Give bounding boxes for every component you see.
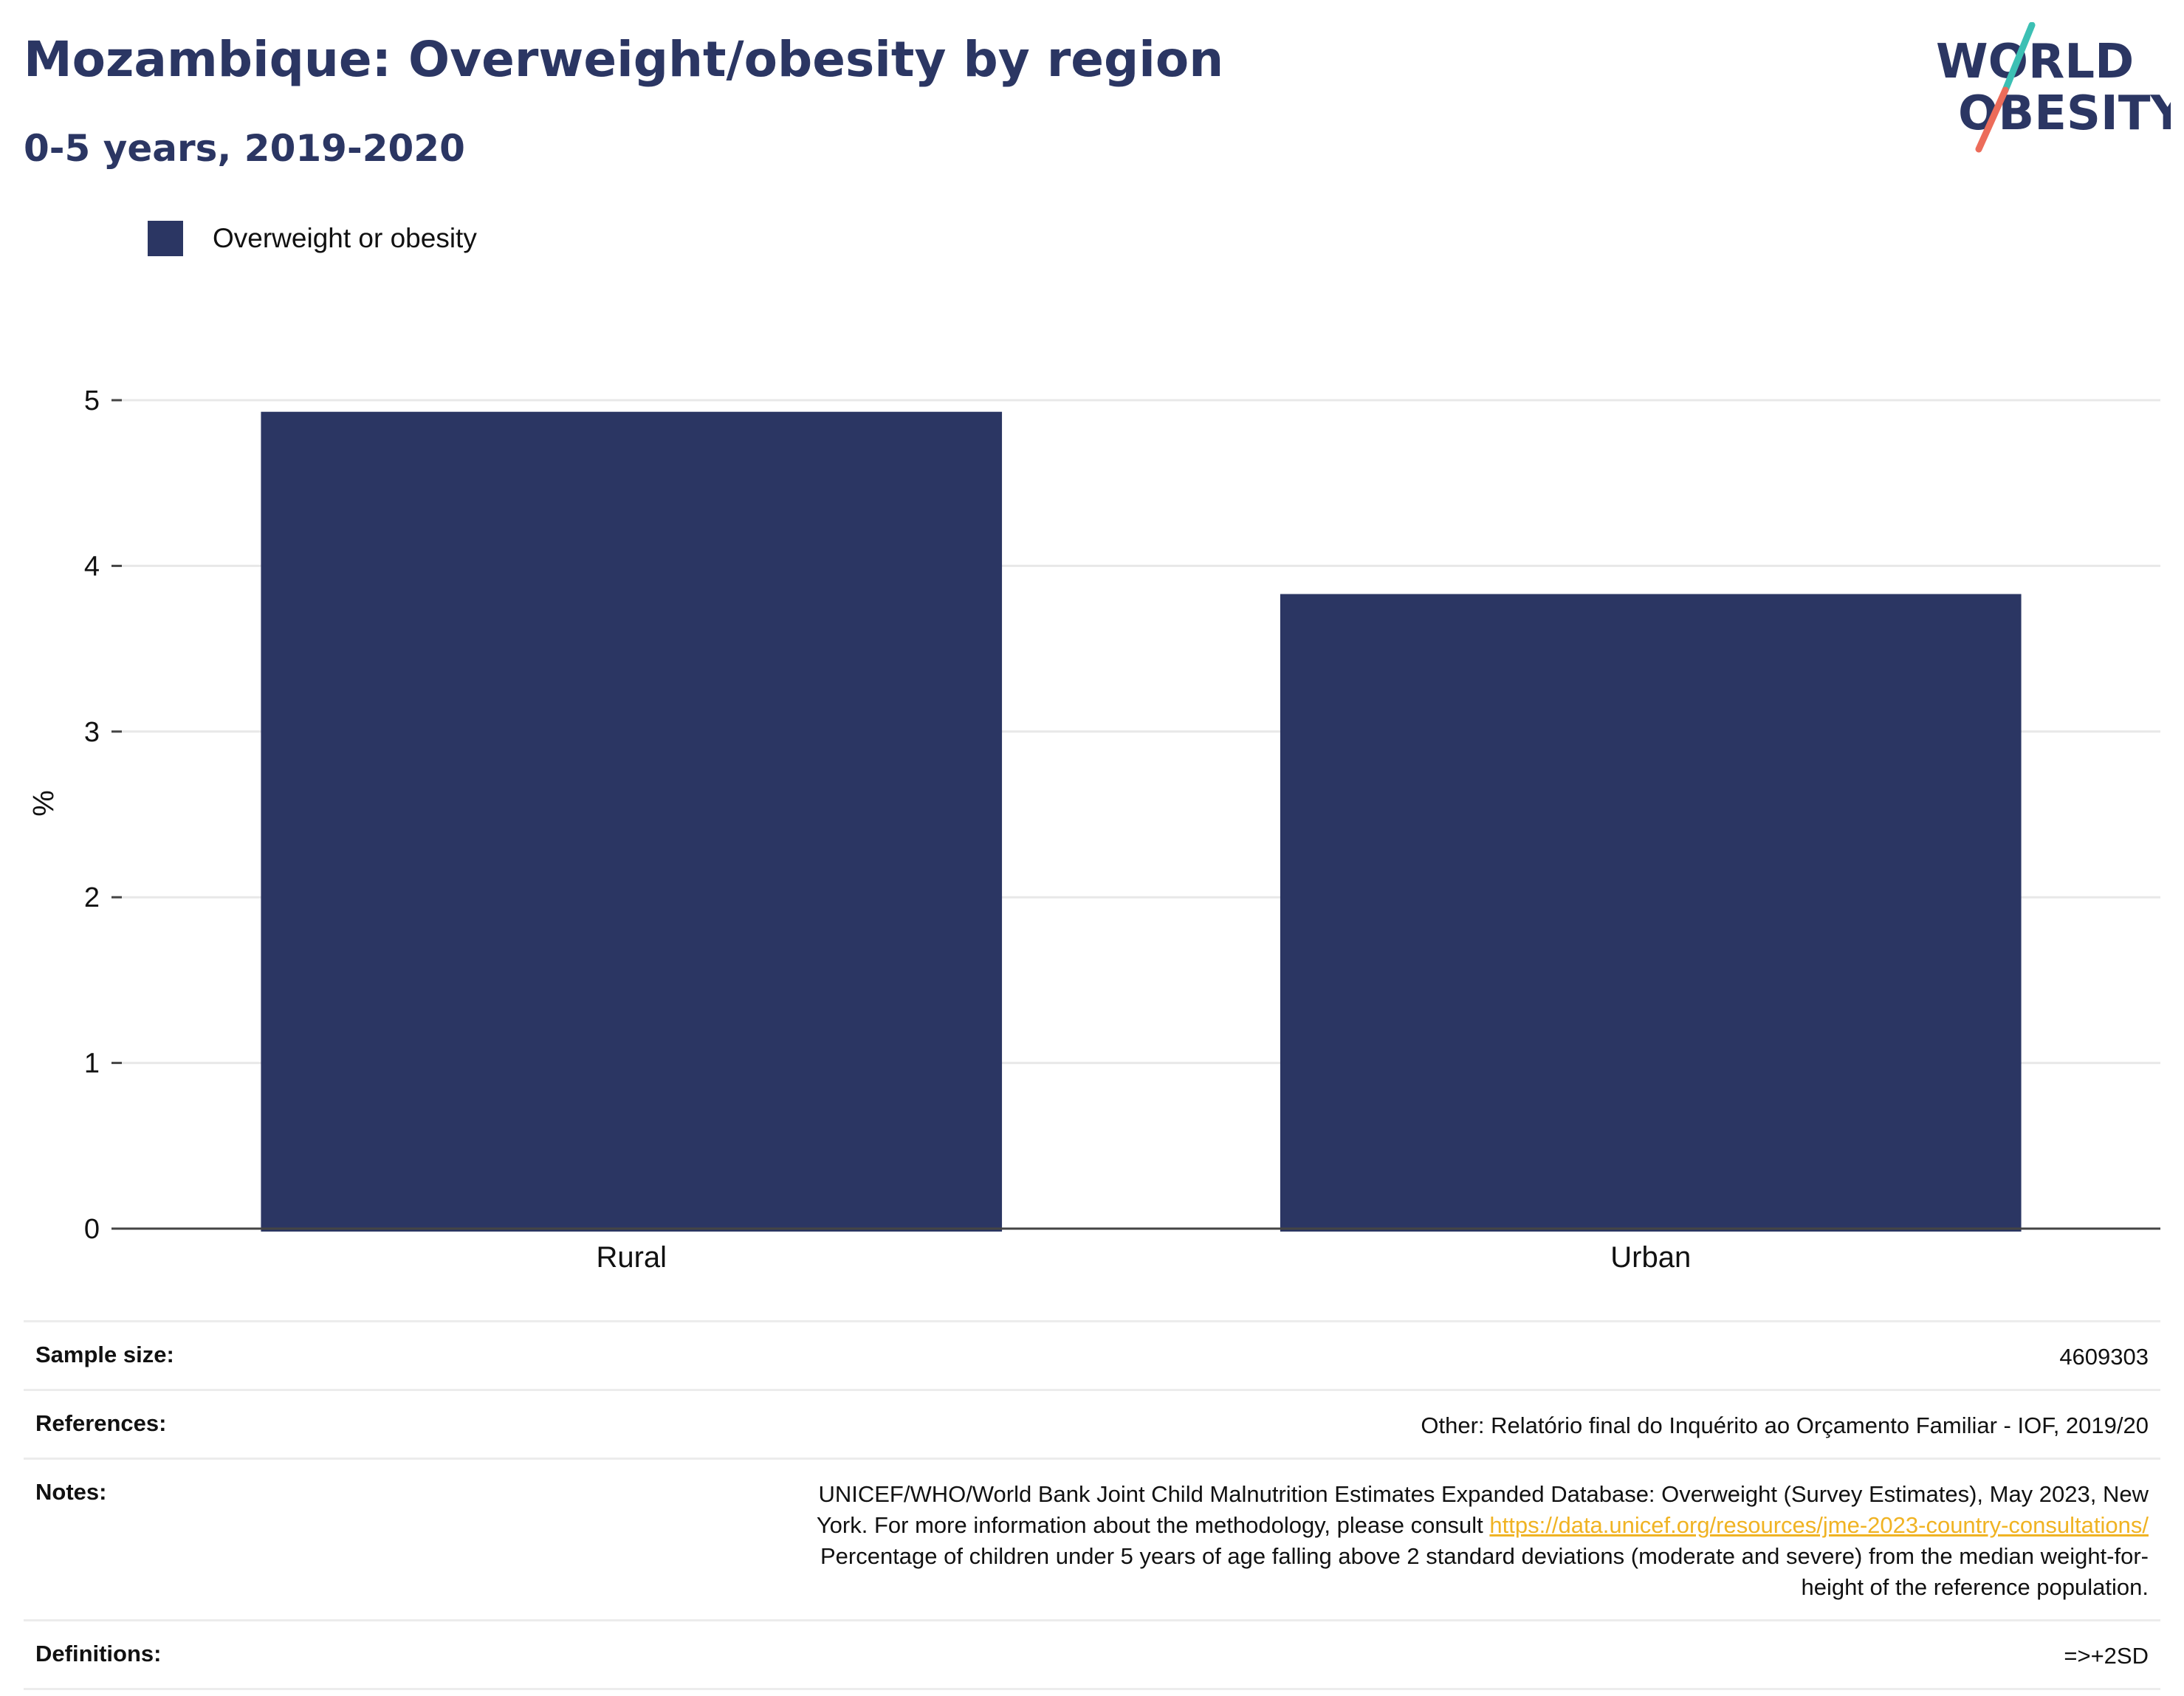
notes-label: Notes: bbox=[35, 1479, 107, 1505]
y-tick-label: 2 bbox=[84, 882, 100, 913]
references-label: References: bbox=[35, 1410, 167, 1436]
sample-size-label: Sample size: bbox=[35, 1342, 174, 1367]
metadata-table: Sample size: 4609303 References: Other: … bbox=[24, 1320, 2160, 1690]
notes-line-2: York. For more information about the met… bbox=[816, 1512, 1483, 1538]
bar-chart: 0 1 2 3 4 5 Rural Urban bbox=[84, 385, 2160, 1274]
definitions-label: Definitions: bbox=[35, 1641, 162, 1666]
y-tick-label: 5 bbox=[84, 385, 100, 416]
methodology-link[interactable]: https://data.unicef.org/resources/jme-20… bbox=[1489, 1512, 2149, 1538]
definitions-value: =>+2SD bbox=[2064, 1643, 2149, 1669]
y-tick-label: 0 bbox=[84, 1214, 100, 1245]
x-tick-label: Urban bbox=[1610, 1241, 1691, 1274]
bar-urban bbox=[1280, 594, 2022, 1232]
notes-line-4: height of the reference population. bbox=[1801, 1574, 2149, 1600]
logo-word-world: WORLD bbox=[1936, 35, 2134, 89]
y-tick-label: 1 bbox=[84, 1048, 100, 1079]
logo-word-obesity: OBESITY bbox=[1958, 86, 2171, 141]
notes-row: Notes: UNICEF/WHO/World Bank Joint Child… bbox=[24, 1458, 2160, 1619]
bar-rural bbox=[261, 411, 1003, 1232]
references-row: References: Other: Relatório final do In… bbox=[24, 1389, 2160, 1458]
notes-line-3: Percentage of children under 5 years of … bbox=[820, 1543, 2149, 1569]
y-tick-label: 4 bbox=[84, 551, 100, 582]
logo-slash-coral bbox=[1975, 86, 2009, 153]
notes-line-1: UNICEF/WHO/World Bank Joint Child Malnut… bbox=[818, 1481, 2149, 1507]
sample-size-row: Sample size: 4609303 bbox=[24, 1320, 2160, 1389]
x-tick-label: Rural bbox=[596, 1241, 667, 1274]
legend: Overweight or obesity bbox=[148, 220, 477, 257]
legend-label: Overweight or obesity bbox=[213, 223, 477, 253]
chart-title: Mozambique: Overweight/obesity by region bbox=[24, 31, 1224, 88]
references-value: Other: Relatório final do Inquérito ao O… bbox=[1421, 1412, 2149, 1438]
world-obesity-logo: WORLD OBESITY bbox=[1936, 22, 2171, 153]
notes-value: UNICEF/WHO/World Bank Joint Child Malnut… bbox=[817, 1479, 2149, 1603]
sample-size-value: 4609303 bbox=[2059, 1344, 2149, 1370]
y-tick-label: 3 bbox=[84, 717, 100, 748]
chart-subtitle: 0-5 years, 2019-2020 bbox=[24, 127, 465, 170]
logo-slash-teal bbox=[2002, 22, 2036, 94]
definitions-row: Definitions: =>+2SD bbox=[24, 1619, 2160, 1690]
legend-swatch bbox=[148, 221, 183, 256]
